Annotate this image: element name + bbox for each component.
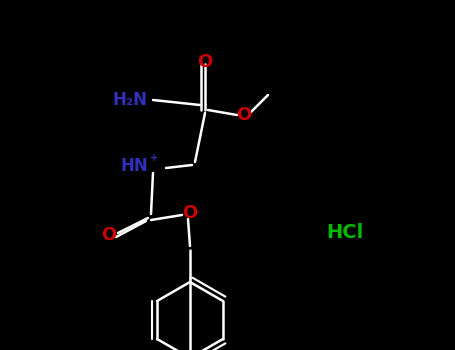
Text: HCl: HCl (326, 224, 364, 243)
Text: O: O (182, 204, 197, 222)
Text: +: + (150, 153, 158, 163)
Text: O: O (197, 53, 212, 71)
Text: O: O (101, 226, 116, 244)
Text: H₂N: H₂N (113, 91, 148, 109)
Text: HN: HN (120, 157, 148, 175)
Text: O: O (237, 106, 252, 124)
